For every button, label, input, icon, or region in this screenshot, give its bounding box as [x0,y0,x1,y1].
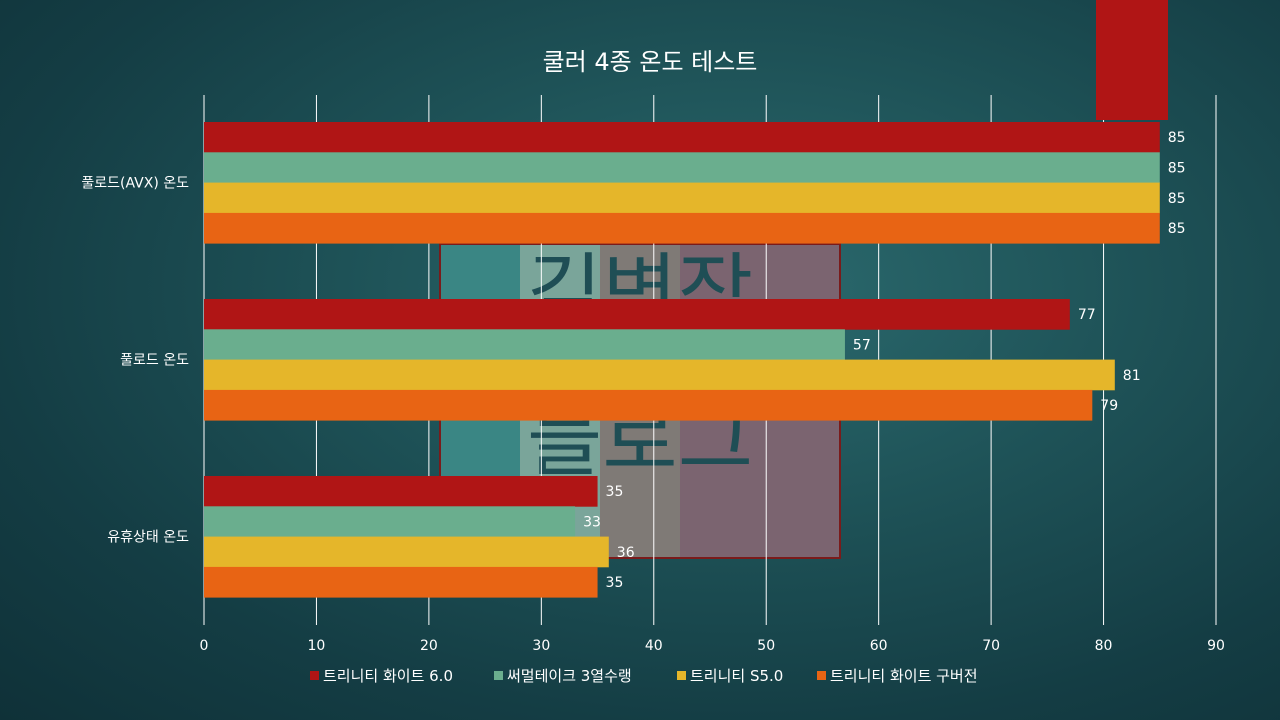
bar [204,536,609,568]
x-tick-label: 70 [982,638,1000,654]
bar-series [204,122,1160,598]
x-tick-label: 0 [200,638,209,654]
data-label: 35 [606,575,624,591]
x-tick-label: 10 [308,638,326,654]
bar [204,212,1160,244]
x-tick-label: 80 [1095,638,1113,654]
bar [204,329,845,360]
bar [204,506,576,537]
data-label: 57 [853,337,871,353]
x-tick-label: 60 [870,638,888,654]
legend-swatch [817,671,826,680]
data-label: 85 [1168,191,1186,207]
data-label: 81 [1123,368,1141,384]
data-labels: 85 85 85 85 77 57 81 79 35 33 36 35 [583,130,1186,591]
legend-label: 써멀테이크 3열수랭 [507,667,632,685]
legend-label: 트리니티 화이트 6.0 [323,667,453,685]
data-label: 85 [1168,160,1186,176]
data-label: 33 [583,514,601,530]
data-label: 77 [1078,307,1096,323]
category-label: 유휴상태 온도 [107,530,189,546]
bar [204,152,1160,183]
category-label: 풀로드(AVX) 온도 [81,176,189,192]
bar [204,389,1093,421]
bar [204,359,1115,391]
data-label: 85 [1168,221,1186,237]
bar [204,299,1070,330]
data-label: 85 [1168,130,1186,146]
data-label: 79 [1100,398,1118,414]
x-tick-label: 50 [757,638,775,654]
legend-swatch [494,671,503,680]
x-tick-label: 40 [645,638,663,654]
x-tick-label: 30 [532,638,550,654]
legend: 트리니티 화이트 6.0 써멀테이크 3열수랭 트리니티 S5.0 트리니티 화이트 … [310,667,978,685]
bar [204,566,598,598]
corner-decoration [1096,0,1168,120]
bar [204,476,598,507]
legend-label: 트리니티 화이트 구버전 [830,667,978,685]
legend-label: 트리니티 S5.0 [690,667,783,685]
x-tick-label: 20 [420,638,438,654]
chart-title: 쿨러 4종 온도 테스트 [543,48,758,76]
data-label: 36 [617,545,635,561]
data-label: 35 [606,484,624,500]
x-axis-ticks: 0 10 20 30 40 50 60 70 80 90 [200,638,1225,654]
bar [204,122,1160,153]
legend-swatch [310,671,319,680]
x-tick-label: 90 [1207,638,1225,654]
category-label: 풀로드 온도 [120,353,189,369]
bar [204,182,1160,214]
legend-swatch [677,671,686,680]
